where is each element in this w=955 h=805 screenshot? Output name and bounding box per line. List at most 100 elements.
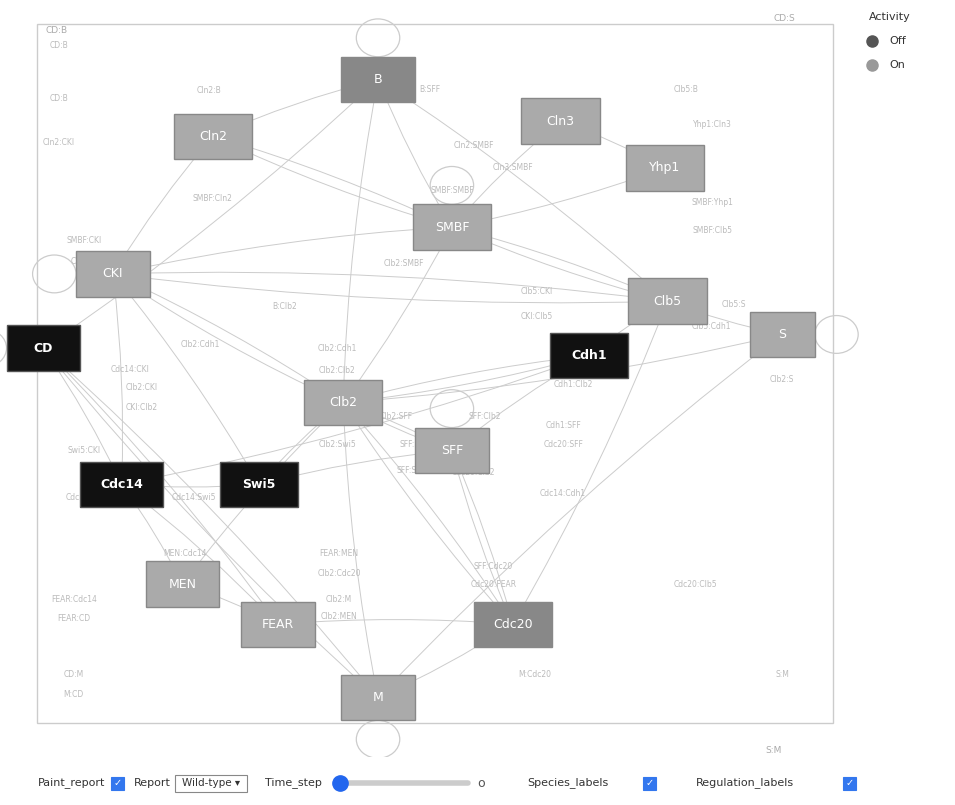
Text: Cln2:CKI: Cln2:CKI [43,138,75,147]
Text: SMBF:Yhp1: SMBF:Yhp1 [691,198,733,208]
Text: Regulation_labels: Regulation_labels [696,778,794,788]
Text: SMBF:SMBF: SMBF:SMBF [430,186,474,195]
Text: M:Cdc20: M:Cdc20 [518,671,551,679]
Text: ✓: ✓ [114,778,121,788]
Text: CD: CD [33,341,53,354]
Text: Clb2:Cdh1: Clb2:Cdh1 [317,344,357,353]
FancyBboxPatch shape [341,675,415,720]
FancyBboxPatch shape [626,145,704,191]
Text: Cdc20:SFF: Cdc20:SFF [543,440,584,449]
Text: SMBF:Cln2: SMBF:Cln2 [193,194,233,203]
Text: Clb5:Cdh1: Clb5:Cdh1 [691,322,731,332]
Text: Cdc20:Clb5: Cdc20:Clb5 [673,580,717,588]
Text: CKI:CKI: CKI:CKI [71,257,98,266]
FancyBboxPatch shape [80,461,163,507]
Text: CD:B: CD:B [50,94,69,103]
FancyBboxPatch shape [628,279,707,324]
Text: SMBF: SMBF [435,221,469,233]
Text: Clb2:Cdh1: Clb2:Cdh1 [180,340,220,349]
Text: Cln2:SMBF: Cln2:SMBF [454,141,494,150]
FancyBboxPatch shape [550,333,628,378]
Text: Clb2:Clb2: Clb2:Clb2 [319,366,355,375]
Text: Swi5:CKI: Swi5:CKI [68,446,101,455]
Text: Clb2:MEN: Clb2:MEN [321,613,357,621]
FancyBboxPatch shape [415,427,489,473]
Text: Report: Report [134,778,170,788]
Text: Cdh1: Cdh1 [571,349,607,362]
Text: Cdh1:Clb2: Cdh1:Clb2 [554,380,593,389]
Text: Clb2:SFF: Clb2:SFF [380,411,413,421]
FancyBboxPatch shape [220,461,298,507]
Text: Cln3: Cln3 [546,114,575,127]
Text: SFF: SFF [441,444,463,456]
Text: Clb5:B: Clb5:B [674,85,699,94]
Text: Clb2: Clb2 [329,396,357,409]
Text: S: S [778,328,786,341]
Text: CKI:Clb2: CKI:Clb2 [126,402,158,411]
Text: CD:B: CD:B [50,41,69,50]
Text: FEAR:Cdc14: FEAR:Cdc14 [51,595,96,604]
FancyBboxPatch shape [643,777,656,790]
Text: Cdc14:Swi5: Cdc14:Swi5 [172,493,216,502]
Text: CKI: CKI [103,267,123,280]
FancyBboxPatch shape [341,56,415,102]
Text: Cln3:SMBF: Cln3:SMBF [493,163,533,172]
Text: Cdc20:Clb2: Cdc20:Clb2 [452,469,496,477]
FancyBboxPatch shape [174,114,252,159]
Text: FEAR:MEN: FEAR:MEN [319,549,358,559]
Text: On: On [890,60,905,69]
Text: Clb2:M: Clb2:M [326,595,352,604]
Text: Off: Off [890,35,906,46]
Text: MEN: MEN [168,578,197,591]
Text: Clb2:CKI: Clb2:CKI [126,383,158,392]
FancyBboxPatch shape [175,775,247,792]
Text: SFF:Swi5: SFF:Swi5 [397,466,431,475]
Text: FEAR:CD: FEAR:CD [57,614,91,624]
Text: SFF:Clb2: SFF:Clb2 [469,411,501,421]
Text: M:CD: M:CD [64,690,84,700]
FancyBboxPatch shape [750,312,815,357]
Text: S:M: S:M [766,746,782,755]
Text: Clb2:S: Clb2:S [770,375,795,384]
Text: Cdc14:CKI: Cdc14:CKI [111,365,150,374]
Text: Clb2:SMBF: Clb2:SMBF [384,259,424,268]
FancyBboxPatch shape [413,204,491,250]
Text: CD:B: CD:B [45,26,67,35]
FancyBboxPatch shape [305,380,382,425]
FancyBboxPatch shape [76,251,150,296]
Text: Clb5: Clb5 [653,295,682,308]
FancyBboxPatch shape [145,561,220,607]
Text: Cln2: Cln2 [199,130,227,142]
Text: B: B [373,73,382,86]
FancyBboxPatch shape [843,777,856,790]
Text: Clb5:S: Clb5:S [722,299,747,308]
Text: Cdc14:CD: Cdc14:CD [66,493,103,502]
Text: ✓: ✓ [845,778,854,788]
Text: Cln2:B: Cln2:B [196,86,221,95]
Text: o: o [478,777,485,790]
Text: ✓: ✓ [646,778,653,788]
Text: Cdc20: Cdc20 [493,617,533,631]
Text: SFF:Cdc20: SFF:Cdc20 [474,562,513,571]
Text: CKI:Clb5: CKI:Clb5 [520,312,553,321]
FancyBboxPatch shape [111,777,124,790]
Text: Cdc14: Cdc14 [100,478,143,491]
FancyBboxPatch shape [521,98,600,144]
Text: MEN:Cdc14: MEN:Cdc14 [163,549,207,559]
Text: Cdc20:FEAR: Cdc20:FEAR [471,580,517,588]
FancyBboxPatch shape [474,601,552,647]
Text: Yhp1: Yhp1 [649,162,681,175]
Text: M: M [372,691,383,704]
Text: Time_step: Time_step [265,778,322,788]
Text: Activity: Activity [869,11,910,22]
Text: CD:S: CD:S [774,14,796,23]
Text: S:M: S:M [775,671,789,679]
FancyBboxPatch shape [7,325,80,371]
Text: Swi5: Swi5 [243,478,276,491]
Text: B:Clb2: B:Clb2 [273,302,297,311]
Text: B:SFF: B:SFF [419,85,441,94]
Text: Clb2:Swi5: Clb2:Swi5 [318,440,356,448]
Text: SMBF:Clb5: SMBF:Clb5 [692,226,732,235]
Text: SMBF:CKI: SMBF:CKI [67,236,102,246]
Text: Cdh1:SFF: Cdh1:SFF [545,421,581,430]
